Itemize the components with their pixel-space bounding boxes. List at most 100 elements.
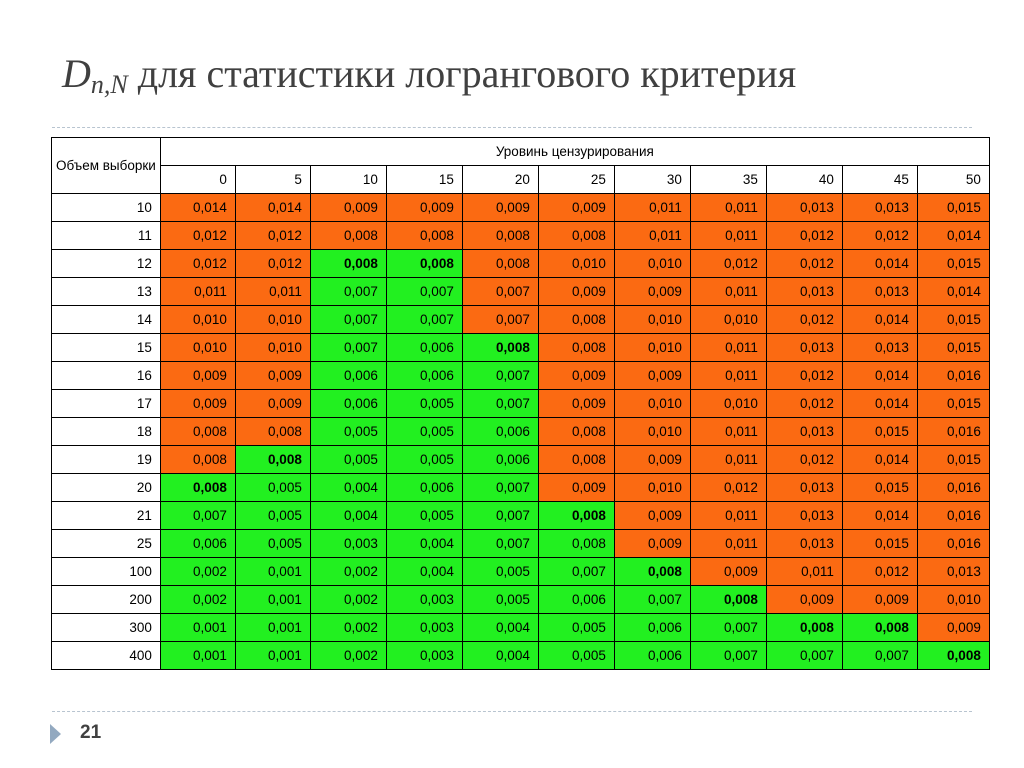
table-cell: 0,009	[537, 473, 615, 502]
table-cell: 0,008	[537, 529, 615, 558]
table-cell: 0,013	[765, 333, 843, 362]
table-cell: 0,005	[234, 473, 311, 502]
table-cell: 0,011	[689, 417, 767, 446]
table-cell: 0,013	[765, 417, 843, 446]
table-cell: 0,015	[916, 249, 990, 278]
table-cell: 0,013	[765, 193, 843, 222]
table-cell: 0,007	[159, 501, 236, 530]
table-cell: 0,016	[916, 361, 990, 390]
table-cell: 0,015	[916, 333, 990, 362]
table-row: 16 0,009 0,009 0,006 0,006 0,007 0,009 0,009 0,0…	[51, 361, 990, 390]
table-cell: 0,004	[385, 529, 463, 558]
table-cell: 0,002	[159, 557, 236, 586]
table-cell: 0,014	[916, 221, 990, 250]
table-cell: 0,014	[841, 389, 918, 418]
table-cell: 0,010	[159, 305, 236, 334]
page-number: 21	[80, 722, 102, 743]
table-cell: 0,003	[385, 585, 463, 614]
column-header: 35	[689, 165, 767, 194]
column-header: 25	[537, 165, 615, 194]
table-row: 18 0,008 0,008 0,005 0,005 0,006 0,008 0,010 0,0…	[51, 417, 990, 446]
table-row: 11 0,012 0,012 0,008 0,008 0,008 0,008 0,011 0,0…	[51, 221, 990, 250]
slide-title: Dn,N для статистики логрангового критери…	[62, 44, 796, 115]
table-row: 100 0,002 0,001 0,002 0,004 0,005 0,007 0,008 0,…	[51, 557, 990, 586]
table-cell: 0,011	[613, 221, 691, 250]
row-header-sample-size: 14	[51, 305, 161, 334]
table-cell: 0,008	[765, 613, 843, 642]
table-cell: 0,008	[159, 473, 236, 502]
column-header: 40	[765, 165, 843, 194]
table-cell: 0,011	[689, 221, 767, 250]
table-cell: 0,008	[689, 585, 767, 614]
column-header: 0	[159, 165, 236, 194]
row-header-sample-size: 17	[51, 389, 161, 418]
table-cell: 0,013	[765, 529, 843, 558]
table-cell: 0,015	[916, 305, 990, 334]
table-cell: 0,007	[309, 305, 387, 334]
table-cell: 0,006	[461, 445, 539, 474]
table-cell: 0,007	[309, 333, 387, 362]
table-cell: 0,008	[841, 613, 918, 642]
table-cell: 0,005	[537, 613, 615, 642]
table-row: 300 0,001 0,001 0,002 0,003 0,004 0,005 0,006 0,…	[51, 613, 990, 642]
table-cell: 0,014	[841, 501, 918, 530]
header-row: Объем выборки Уровинь цензурирования	[51, 137, 990, 194]
table-cell: 0,009	[159, 389, 236, 418]
table-row: 25 0,006 0,005 0,003 0,004 0,007 0,008 0,009 0,0…	[51, 529, 990, 558]
table-cell: 0,005	[385, 389, 463, 418]
table-cell: 0,007	[461, 361, 539, 390]
table-cell: 0,012	[765, 389, 843, 418]
table-cell: 0,003	[385, 641, 463, 670]
table-cell: 0,009	[159, 361, 236, 390]
table-cell: 0,012	[234, 221, 311, 250]
table-cell: 0,005	[309, 445, 387, 474]
table-cell: 0,001	[234, 557, 311, 586]
table-cell: 0,006	[385, 473, 463, 502]
column-header: 50	[916, 165, 990, 194]
table-cell: 0,001	[159, 641, 236, 670]
row-header-sample-size: 300	[51, 613, 161, 642]
table-cell: 0,004	[461, 613, 539, 642]
table-cell: 0,008	[159, 445, 236, 474]
table-cell: 0,014	[916, 277, 990, 306]
table-row: 200 0,002 0,001 0,002 0,003 0,005 0,006 0,007 0,…	[51, 585, 990, 614]
table-cell: 0,004	[461, 641, 539, 670]
top-divider	[52, 127, 972, 128]
table-cell: 0,015	[916, 193, 990, 222]
column-header: 45	[841, 165, 918, 194]
table-cell: 0,012	[841, 557, 918, 586]
title-text: для статистики логрангового критерия	[127, 51, 797, 96]
table-row: 19 0,008 0,008 0,005 0,005 0,006 0,008 0,009 0,0…	[51, 445, 990, 474]
table-cell: 0,014	[234, 193, 311, 222]
table-cell: 0,014	[159, 193, 236, 222]
table-row: 13 0,011 0,011 0,007 0,007 0,007 0,009 0,009 0,0…	[51, 277, 990, 306]
table-cell: 0,012	[689, 249, 767, 278]
table-cell: 0,008	[234, 417, 311, 446]
table-cell: 0,009	[613, 501, 691, 530]
column-header: 30	[613, 165, 691, 194]
table-cell: 0,009	[613, 529, 691, 558]
table-cell: 0,013	[841, 277, 918, 306]
row-header-sample-size: 12	[51, 249, 161, 278]
table-cell: 0,008	[385, 249, 463, 278]
table-cell: 0,007	[461, 529, 539, 558]
table-cell: 0,012	[765, 305, 843, 334]
table-cell: 0,016	[916, 473, 990, 502]
table-cell: 0,008	[537, 221, 615, 250]
table-cell: 0,005	[385, 417, 463, 446]
table-cell: 0,006	[613, 613, 691, 642]
table-cell: 0,011	[689, 501, 767, 530]
table-cell: 0,002	[309, 585, 387, 614]
table-cell: 0,006	[159, 529, 236, 558]
table-cell: 0,005	[309, 417, 387, 446]
table-cell: 0,005	[385, 445, 463, 474]
table-cell: 0,008	[613, 557, 691, 586]
row-header-sample-size: 25	[51, 529, 161, 558]
table-cell: 0,009	[234, 389, 311, 418]
table-cell: 0,010	[613, 417, 691, 446]
table-cell: 0,004	[309, 473, 387, 502]
table-cell: 0,008	[309, 221, 387, 250]
column-header: 10	[309, 165, 387, 194]
table-cell: 0,013	[765, 501, 843, 530]
row-header-sample-size: 19	[51, 445, 161, 474]
